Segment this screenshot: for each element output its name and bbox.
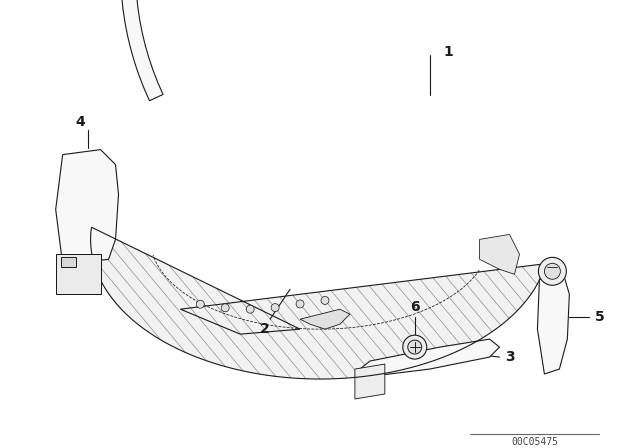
Polygon shape bbox=[538, 277, 570, 374]
Polygon shape bbox=[360, 339, 500, 377]
Circle shape bbox=[538, 257, 566, 285]
Circle shape bbox=[408, 340, 422, 354]
Circle shape bbox=[545, 263, 561, 279]
Text: 3: 3 bbox=[505, 350, 515, 364]
Polygon shape bbox=[122, 0, 163, 101]
Polygon shape bbox=[56, 150, 118, 264]
Polygon shape bbox=[91, 227, 546, 379]
Polygon shape bbox=[355, 364, 385, 399]
Polygon shape bbox=[300, 309, 350, 329]
Polygon shape bbox=[91, 227, 546, 379]
Circle shape bbox=[271, 304, 279, 311]
Circle shape bbox=[196, 300, 204, 308]
Circle shape bbox=[403, 335, 427, 359]
Circle shape bbox=[221, 304, 229, 312]
Text: 4: 4 bbox=[76, 115, 86, 129]
Text: 1: 1 bbox=[444, 45, 454, 59]
Polygon shape bbox=[56, 254, 100, 294]
Text: 00C05475: 00C05475 bbox=[511, 437, 558, 447]
Circle shape bbox=[296, 300, 304, 308]
Circle shape bbox=[246, 305, 254, 313]
Text: 6: 6 bbox=[410, 300, 420, 314]
Bar bbox=[61, 257, 76, 267]
Polygon shape bbox=[479, 234, 520, 274]
Circle shape bbox=[321, 297, 329, 305]
Text: 2: 2 bbox=[260, 322, 270, 336]
Text: 5: 5 bbox=[595, 310, 604, 324]
